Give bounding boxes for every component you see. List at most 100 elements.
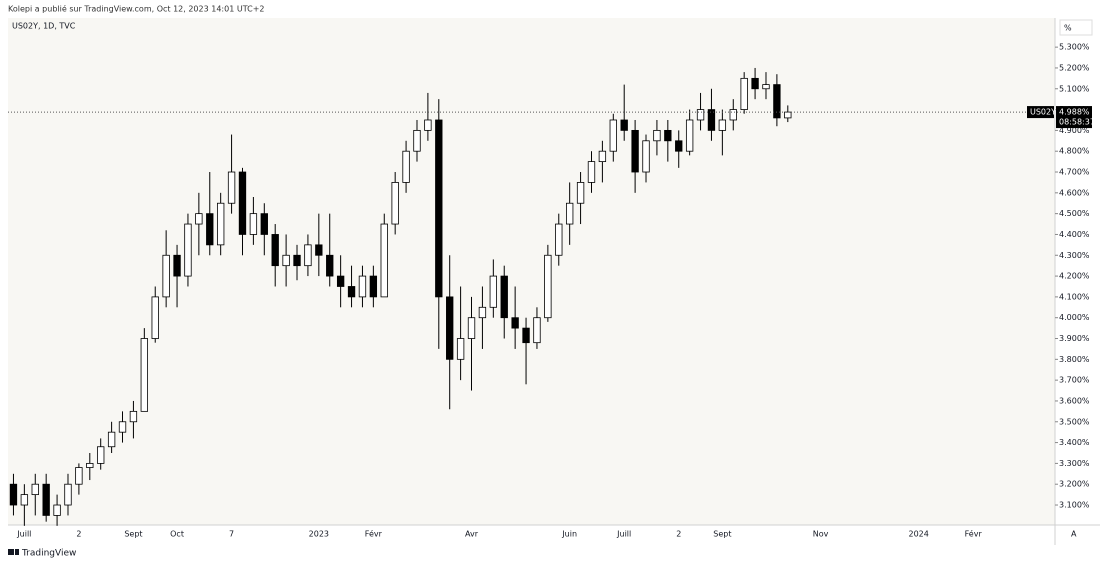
y-tick-label: 4.900%: [1059, 126, 1090, 135]
candle-body: [685, 119, 694, 152]
candle-body: [326, 254, 334, 277]
candle-body: [522, 327, 530, 344]
x-tick-label: 2023: [309, 530, 329, 539]
candle-body: [631, 129, 639, 173]
candle-body: [555, 223, 563, 256]
candle-body: [576, 182, 585, 204]
x-tick-label: Nov: [813, 530, 829, 539]
y-tick-label: 4.600%: [1059, 188, 1090, 197]
candle-body: [107, 431, 116, 448]
y-tick-label: 5.300%: [1059, 43, 1090, 52]
candle-body: [140, 338, 148, 412]
candle-body: [282, 254, 290, 267]
candle-body: [216, 202, 225, 246]
candle-body: [489, 275, 497, 308]
unit-label[interactable]: %: [1064, 24, 1072, 33]
candle-body: [751, 77, 759, 90]
y-tick-label: 3.600%: [1059, 396, 1090, 405]
candle-body: [729, 109, 737, 121]
candle-body: [718, 119, 727, 131]
x-tick-label: Févr: [965, 529, 983, 539]
y-tick-label: 3.700%: [1059, 376, 1090, 385]
y-tick-label: 4.200%: [1059, 272, 1090, 281]
x-tick-label: 2024: [908, 530, 928, 539]
candle-body: [696, 109, 705, 121]
y-tick-label: 4.100%: [1059, 292, 1090, 301]
symbol-label: US02Y: [1030, 108, 1056, 117]
price-tag: [1056, 106, 1092, 129]
candle-body: [184, 223, 192, 277]
candle-body: [260, 213, 268, 235]
x-tick-label: Sept: [713, 530, 731, 539]
candle-body: [500, 275, 508, 319]
logo: [15, 549, 19, 555]
candle-body: [467, 317, 476, 339]
candle-body: [206, 213, 214, 246]
candle-body: [784, 111, 792, 119]
price-label: 4.988%: [1059, 108, 1090, 117]
candle-body: [566, 202, 574, 225]
candle-body: [424, 119, 432, 131]
candle-body: [675, 140, 683, 152]
candle-body: [380, 223, 388, 298]
candle-body: [53, 504, 61, 516]
candle-body: [9, 483, 18, 506]
candle-body: [653, 129, 661, 142]
countdown-label: 08:58:37: [1059, 118, 1095, 127]
candle-body: [64, 483, 72, 506]
candle-body: [587, 161, 596, 183]
symbol-tag: [1027, 106, 1054, 119]
y-tick-label: 4.300%: [1059, 251, 1090, 260]
candle-body: [620, 119, 628, 131]
candle-body: [151, 296, 159, 339]
candle-body: [173, 254, 181, 277]
candle-body: [642, 140, 650, 173]
candle-body: [238, 171, 247, 235]
candle-body: [118, 421, 127, 433]
y-tick-label: 3.900%: [1059, 334, 1090, 343]
y-tick-label: 3.500%: [1059, 417, 1090, 426]
x-tick-label: 7: [229, 530, 234, 539]
candle-body: [293, 254, 301, 267]
candle-body: [609, 119, 617, 152]
y-tick-label: 5.200%: [1059, 63, 1090, 72]
candle-body: [369, 275, 378, 298]
candle-body: [97, 446, 105, 464]
x-tick-label: 2: [76, 530, 81, 539]
candle-body: [773, 84, 781, 119]
candle-body: [358, 275, 367, 298]
y-tick-label: 3.400%: [1059, 438, 1090, 447]
candle-body: [435, 119, 443, 298]
symbol-info: US02Y, 1D, TVC: [12, 22, 76, 31]
candle-body: [271, 234, 279, 267]
x-tick-label: Févr: [365, 529, 383, 539]
candle-body: [391, 182, 399, 225]
candle-body: [707, 109, 716, 131]
candle-body: [533, 317, 541, 344]
candle-body: [42, 483, 50, 516]
x-tick-label: Oct: [170, 530, 184, 539]
candle-body: [598, 150, 607, 163]
x-tick-label: Juin: [561, 530, 577, 539]
candle-body: [162, 254, 170, 298]
unit-button[interactable]: [1059, 19, 1093, 36]
y-tick-label: 3.100%: [1059, 501, 1090, 510]
y-tick-label: 3.200%: [1059, 480, 1090, 489]
candle-body: [456, 338, 465, 360]
candle-body: [478, 306, 487, 319]
x-tick-label: Juill: [16, 530, 31, 539]
auto-button[interactable]: A: [1071, 530, 1077, 539]
candle-body: [304, 244, 312, 267]
candle-body: [86, 462, 94, 468]
candle-body: [315, 244, 323, 256]
candle-body: [413, 129, 421, 152]
candle-body: [544, 254, 552, 319]
candle-body: [195, 213, 203, 225]
plot-area: [8, 18, 1055, 525]
candle-body: [740, 77, 748, 110]
candle-body: [511, 317, 519, 329]
y-tick-label: 3.800%: [1059, 355, 1090, 364]
x-tick-label: 2: [676, 530, 681, 539]
y-tick-label: 4.500%: [1059, 209, 1090, 218]
